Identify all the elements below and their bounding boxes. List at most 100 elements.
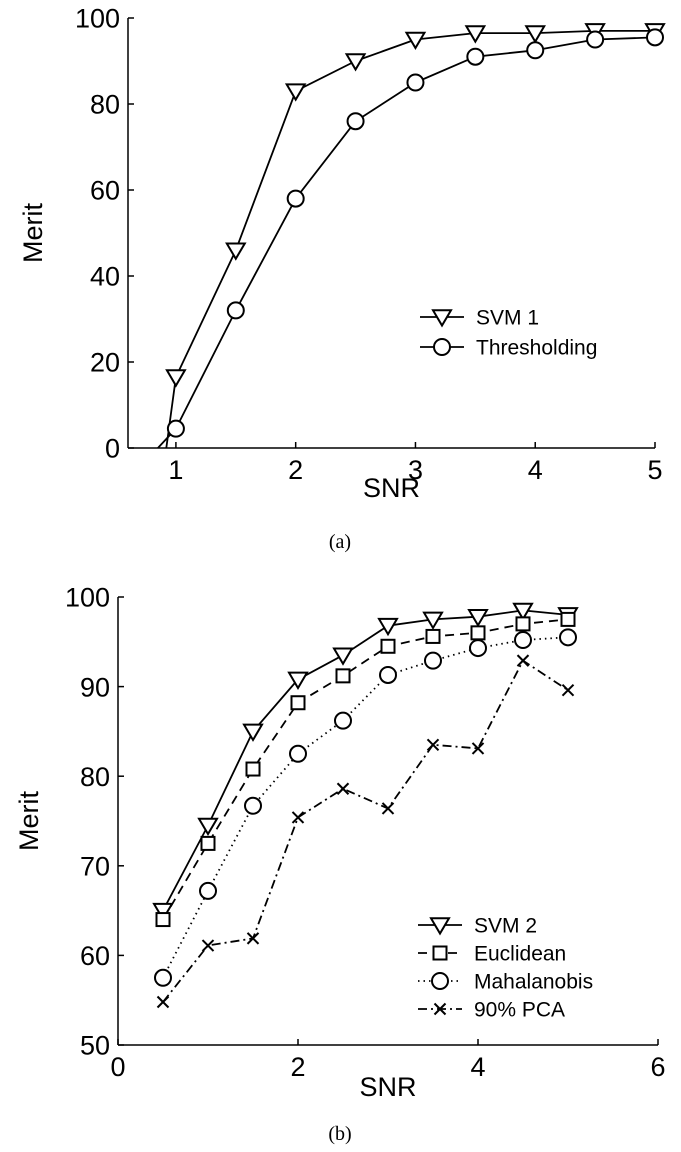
data-point [516, 654, 530, 667]
data-point [514, 631, 532, 650]
data-point [406, 73, 425, 92]
legend-marker [432, 945, 448, 961]
y-tick-label: 40 [90, 262, 120, 292]
data-point [201, 939, 215, 952]
y-axis-label: Merit [14, 791, 44, 851]
series-line [157, 36, 656, 449]
data-point [242, 723, 264, 742]
y-tick-label: 60 [90, 176, 120, 206]
series-2 [157, 28, 664, 449]
y-tick-label: 20 [90, 348, 120, 378]
legend: SVM 2 Euclidean Mahalanobis 90% PCA [418, 915, 593, 1022]
data-point [471, 742, 485, 755]
x-tick-label: 1 [168, 455, 183, 485]
data-point [561, 683, 575, 697]
data-point [165, 369, 187, 388]
data-point [646, 28, 664, 47]
data-point [425, 628, 441, 644]
data-point [332, 647, 354, 666]
data-point [284, 83, 307, 102]
figure-caption: (a) [329, 531, 351, 553]
data-point [336, 782, 350, 795]
data-point [154, 968, 172, 987]
figure-caption: (b) [328, 1123, 351, 1145]
legend-label: Mahalanobis [474, 971, 593, 994]
series-3 [154, 628, 577, 987]
data-point [152, 902, 174, 922]
legend-marker [431, 309, 453, 328]
legend-label: SVM 2 [474, 915, 537, 938]
data-point [469, 639, 487, 658]
data-point [379, 665, 397, 684]
data-point [197, 817, 219, 837]
data-point [380, 638, 396, 654]
series-2 [155, 611, 576, 928]
data-point [377, 617, 399, 637]
data-point [225, 242, 247, 261]
data-point [286, 189, 305, 208]
data-point [334, 711, 352, 730]
x-tick-label: 4 [470, 1052, 485, 1082]
x-tick-label: 6 [650, 1052, 665, 1082]
x-axis-label: SNR [359, 1072, 416, 1102]
data-point [404, 31, 427, 51]
legend-label: Euclidean [474, 943, 566, 966]
data-point [524, 25, 546, 44]
series-4 [156, 654, 575, 1009]
y-tick-label: 90 [80, 672, 110, 702]
data-point [526, 41, 545, 60]
data-point [470, 625, 486, 641]
x-tick-label: 0 [110, 1052, 125, 1082]
series-line [162, 659, 569, 1003]
data-point [467, 608, 489, 628]
x-tick-label: 3 [408, 455, 423, 485]
x-tick-label: 4 [528, 455, 543, 485]
data-point [586, 30, 605, 49]
series-1 [165, 23, 666, 449]
data-point [381, 802, 395, 815]
data-point [291, 811, 305, 824]
data-point [335, 668, 351, 684]
data-point [199, 881, 217, 900]
legend-marker [431, 972, 449, 990]
y-tick-label: 70 [80, 852, 110, 882]
y-tick-label: 80 [90, 90, 120, 120]
x-tick-label: 5 [647, 455, 662, 485]
series-1 [152, 602, 579, 922]
y-tick-label: 60 [80, 941, 110, 971]
legend-marker [429, 917, 451, 936]
data-point [166, 419, 185, 438]
legend-marker [433, 338, 451, 356]
data-point [466, 47, 485, 66]
y-tick-label: 50 [80, 1031, 110, 1061]
series-line [165, 29, 655, 449]
data-point [244, 796, 262, 815]
data-point [289, 744, 307, 763]
y-axis-label: Merit [18, 203, 48, 263]
data-point [344, 53, 367, 72]
data-point [512, 602, 534, 621]
data-point [515, 616, 531, 632]
data-point [226, 301, 245, 320]
y-tick-label: 80 [80, 762, 110, 792]
data-point [156, 995, 170, 1009]
data-point [287, 671, 309, 690]
legend-label: Thresholding [476, 337, 597, 360]
data-point [246, 932, 260, 945]
y-tick-label: 100 [75, 4, 120, 34]
x-axis-label: SNR [363, 473, 420, 503]
data-point [200, 835, 216, 851]
data-point [422, 611, 444, 630]
series-line [162, 609, 569, 912]
chart-panel-1: 0 20 40 60 80 100 1 2 3 4 5 SNR Merit (a) SVM 1 Thresho… [18, 4, 666, 553]
data-point [426, 738, 440, 752]
data-point [245, 761, 261, 777]
x-tick-label: 2 [290, 1052, 305, 1082]
data-point [559, 628, 577, 647]
legend-marker [433, 1002, 447, 1016]
series-line [162, 618, 569, 921]
legend-label: SVM 1 [476, 307, 539, 330]
chart-panel-2: 50 60 70 80 90 100 0 2 4 6 SNR Merit (b) SVM 2 Euclide… [14, 583, 666, 1145]
data-point [155, 912, 171, 928]
